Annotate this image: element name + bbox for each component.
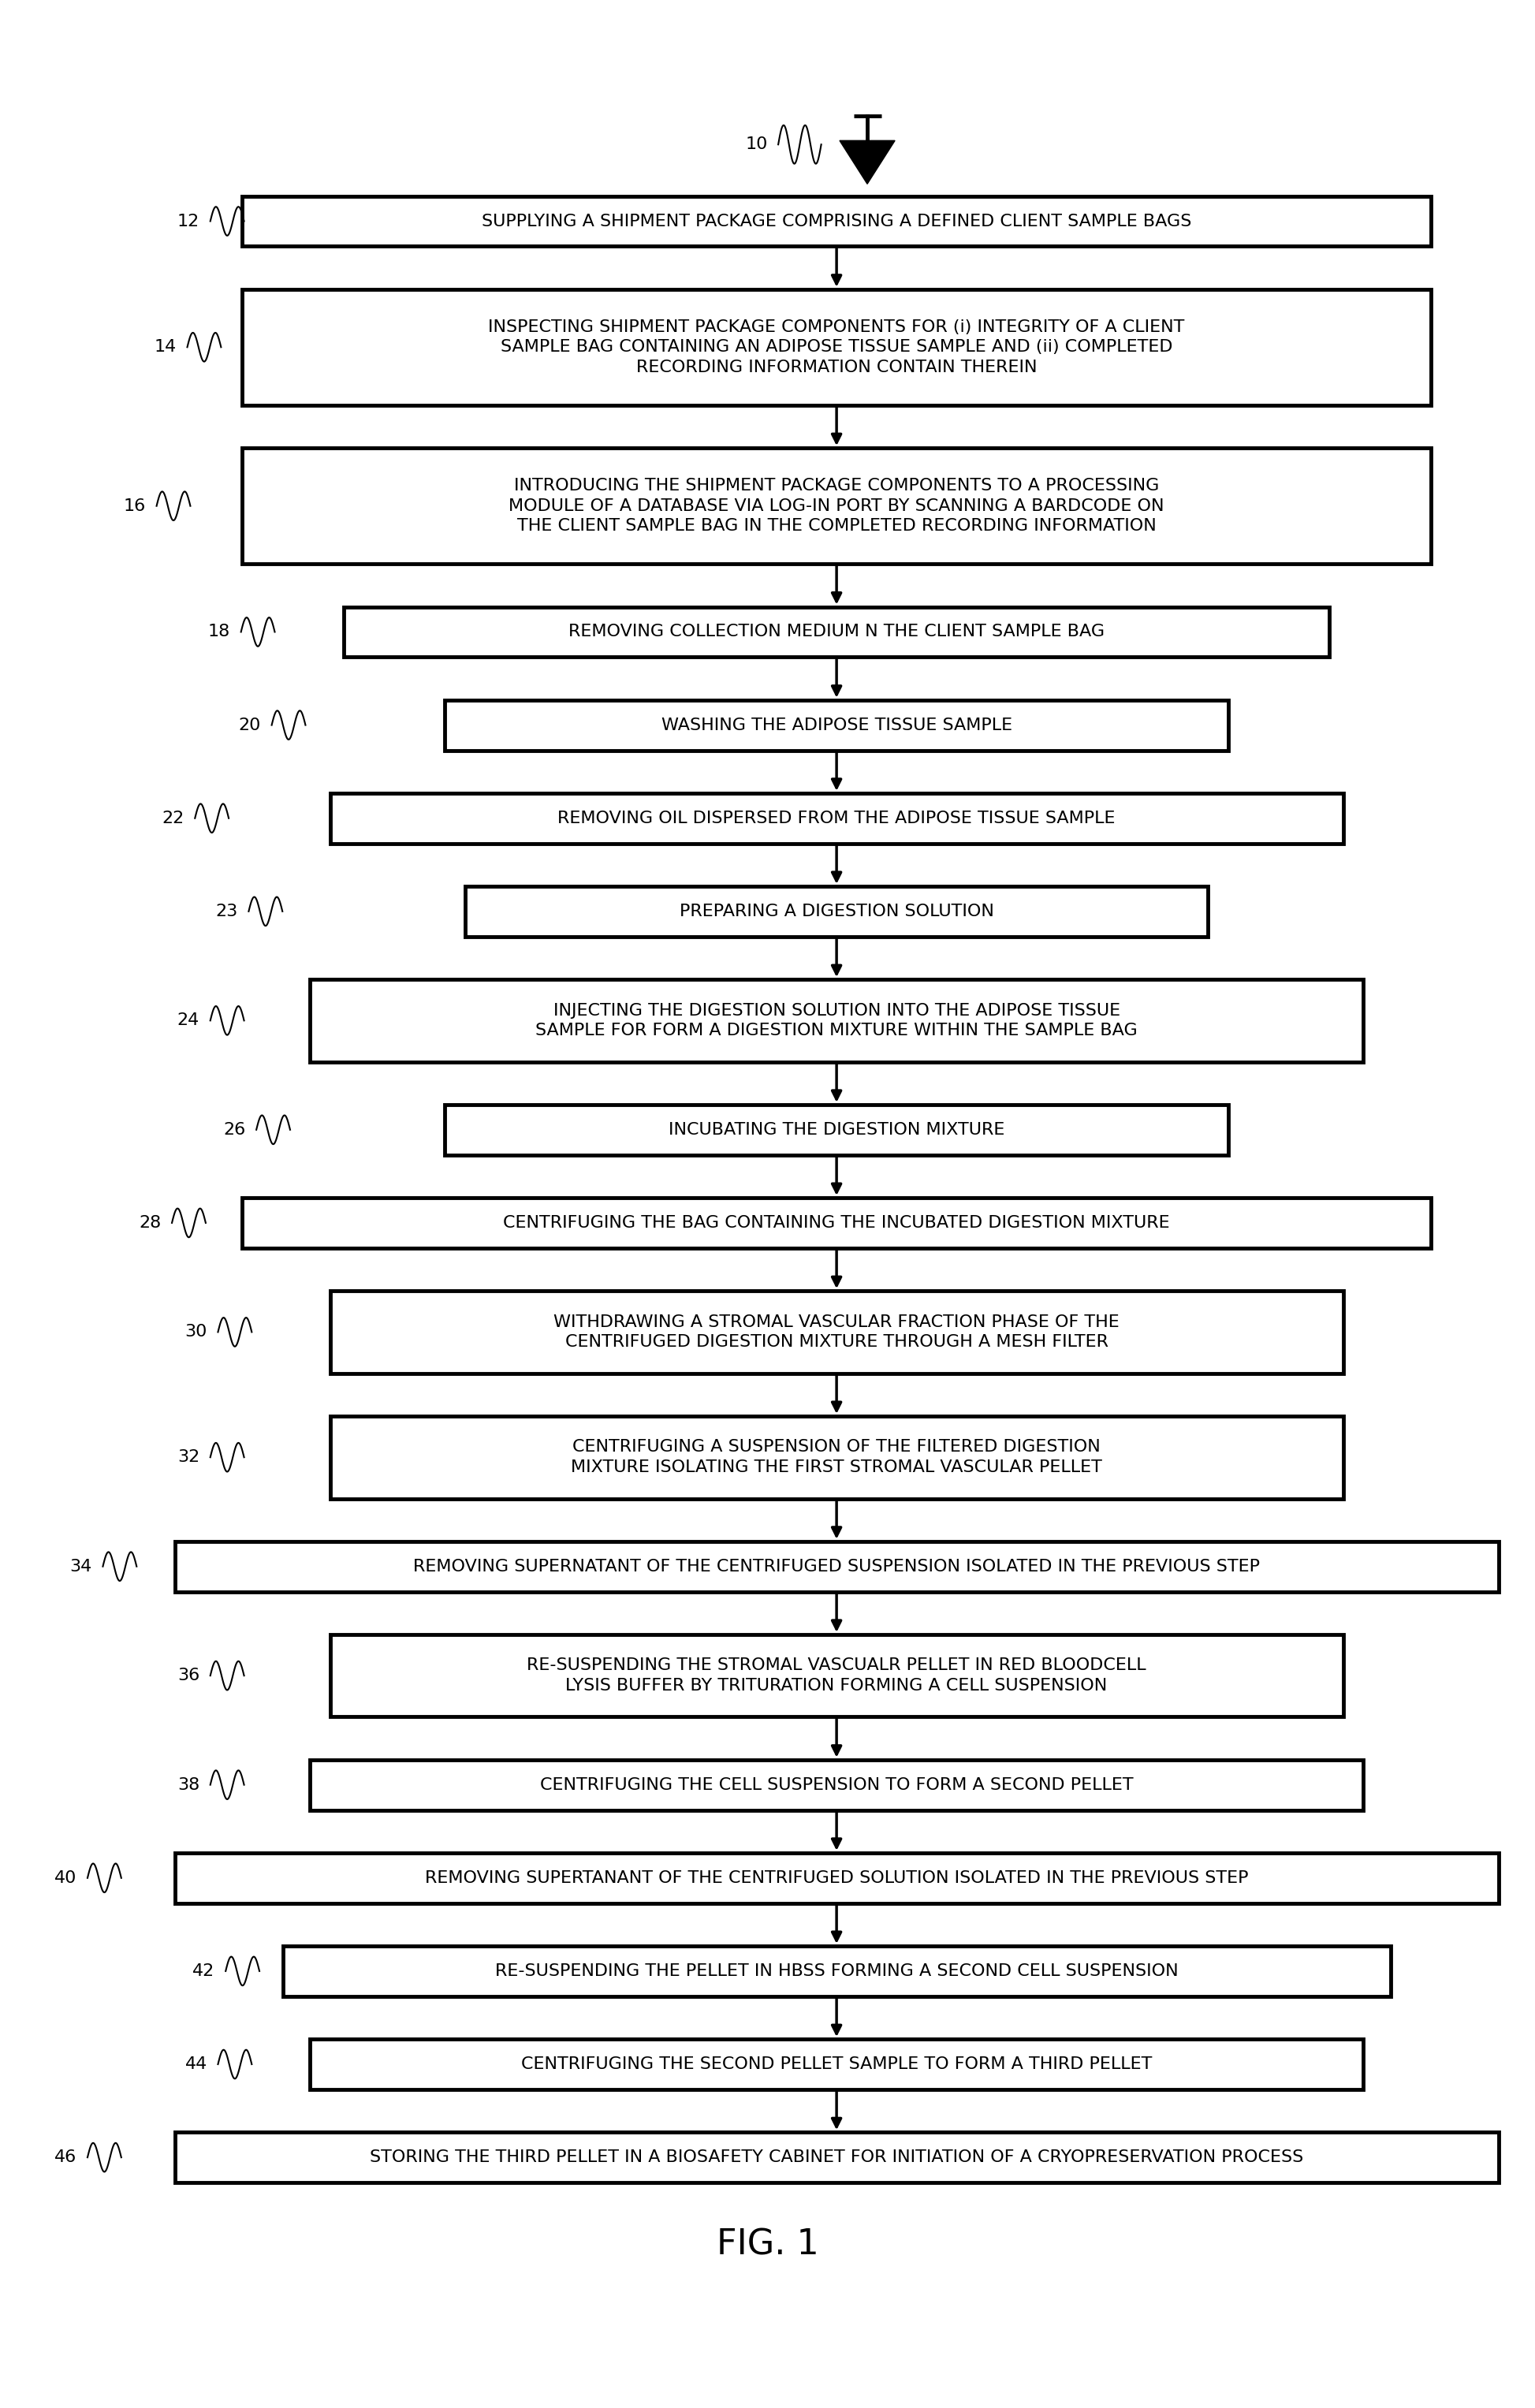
Bar <box>243 195 1431 246</box>
Text: 36: 36 <box>177 1669 200 1683</box>
Bar <box>330 1416 1343 1498</box>
Bar <box>310 1760 1363 1811</box>
Bar <box>282 1946 1391 1996</box>
Text: 24: 24 <box>177 1014 200 1028</box>
Text: SUPPLYING A SHIPMENT PACKAGE COMPRISING A DEFINED CLIENT SAMPLE BAGS: SUPPLYING A SHIPMENT PACKAGE COMPRISING … <box>482 214 1191 229</box>
Bar <box>330 792 1343 843</box>
Bar <box>175 1541 1498 1592</box>
Text: 26: 26 <box>223 1122 246 1137</box>
Text: PREPARING A DIGESTION SOLUTION: PREPARING A DIGESTION SOLUTION <box>680 903 993 920</box>
Text: INJECTING THE DIGESTION SOLUTION INTO THE ADIPOSE TISSUE
SAMPLE FOR FORM A DIGES: INJECTING THE DIGESTION SOLUTION INTO TH… <box>536 1002 1137 1038</box>
Text: 20: 20 <box>238 718 261 732</box>
Polygon shape <box>840 140 895 183</box>
Text: 14: 14 <box>154 340 177 354</box>
Bar <box>330 1291 1343 1373</box>
Bar <box>310 2040 1363 2090</box>
Text: 23: 23 <box>215 903 238 920</box>
Text: WITHDRAWING A STROMAL VASCULAR FRACTION PHASE OF THE
CENTRIFUGED DIGESTION MIXTU: WITHDRAWING A STROMAL VASCULAR FRACTION … <box>554 1315 1119 1351</box>
Text: 44: 44 <box>184 2056 207 2073</box>
Text: CENTRIFUGING THE CELL SUSPENSION TO FORM A SECOND PELLET: CENTRIFUGING THE CELL SUSPENSION TO FORM… <box>540 1777 1133 1792</box>
Bar <box>175 2131 1498 2182</box>
Bar <box>344 607 1329 657</box>
Text: 38: 38 <box>177 1777 200 1792</box>
Text: WASHING THE ADIPOSE TISSUE SAMPLE: WASHING THE ADIPOSE TISSUE SAMPLE <box>662 718 1012 732</box>
Text: REMOVING SUPERNATANT OF THE CENTRIFUGED SUSPENSION ISOLATED IN THE PREVIOUS STEP: REMOVING SUPERNATANT OF THE CENTRIFUGED … <box>413 1558 1260 1575</box>
Text: RE-SUSPENDING THE STROMAL VASCUALR PELLET IN RED BLOODCELL
LYSIS BUFFER BY TRITU: RE-SUSPENDING THE STROMAL VASCUALR PELLE… <box>527 1657 1147 1693</box>
Bar <box>465 886 1208 937</box>
Text: CENTRIFUGING THE BAG CONTAINING THE INCUBATED DIGESTION MIXTURE: CENTRIFUGING THE BAG CONTAINING THE INCU… <box>503 1216 1170 1230</box>
Text: 40: 40 <box>54 1871 77 1885</box>
Text: INTRODUCING THE SHIPMENT PACKAGE COMPONENTS TO A PROCESSING
MODULE OF A DATABASE: INTRODUCING THE SHIPMENT PACKAGE COMPONE… <box>508 477 1165 535</box>
Text: 34: 34 <box>69 1558 92 1575</box>
Text: 22: 22 <box>161 811 184 826</box>
Text: 16: 16 <box>123 498 146 513</box>
Bar <box>310 980 1363 1062</box>
Text: STORING THE THIRD PELLET IN A BIOSAFETY CABINET FOR INITIATION OF A CRYOPRESERVA: STORING THE THIRD PELLET IN A BIOSAFETY … <box>370 2150 1303 2165</box>
Text: CENTRIFUGING THE SECOND PELLET SAMPLE TO FORM A THIRD PELLET: CENTRIFUGING THE SECOND PELLET SAMPLE TO… <box>520 2056 1153 2073</box>
Text: 10: 10 <box>744 137 768 152</box>
Bar <box>445 701 1228 751</box>
Text: INCUBATING THE DIGESTION MIXTURE: INCUBATING THE DIGESTION MIXTURE <box>669 1122 1004 1137</box>
Text: INSPECTING SHIPMENT PACKAGE COMPONENTS FOR (i) INTEGRITY OF A CLIENT
SAMPLE BAG : INSPECTING SHIPMENT PACKAGE COMPONENTS F… <box>488 320 1185 376</box>
Text: 12: 12 <box>177 214 200 229</box>
Text: REMOVING SUPERTANANT OF THE CENTRIFUGED SOLUTION ISOLATED IN THE PREVIOUS STEP: REMOVING SUPERTANANT OF THE CENTRIFUGED … <box>425 1871 1248 1885</box>
Text: 42: 42 <box>192 1963 215 1979</box>
Text: 46: 46 <box>54 2150 77 2165</box>
Bar <box>243 1197 1431 1247</box>
Bar <box>330 1635 1343 1717</box>
Bar <box>243 448 1431 563</box>
Text: RE-SUSPENDING THE PELLET IN HBSS FORMING A SECOND CELL SUSPENSION: RE-SUSPENDING THE PELLET IN HBSS FORMING… <box>494 1963 1179 1979</box>
Text: 30: 30 <box>184 1324 207 1339</box>
Text: 18: 18 <box>207 624 230 641</box>
Text: FIG. 1: FIG. 1 <box>717 2227 818 2261</box>
Bar <box>445 1105 1228 1156</box>
Text: 32: 32 <box>177 1450 200 1464</box>
Text: REMOVING COLLECTION MEDIUM N THE CLIENT SAMPLE BAG: REMOVING COLLECTION MEDIUM N THE CLIENT … <box>568 624 1105 641</box>
Text: REMOVING OIL DISPERSED FROM THE ADIPOSE TISSUE SAMPLE: REMOVING OIL DISPERSED FROM THE ADIPOSE … <box>557 811 1116 826</box>
Text: CENTRIFUGING A SUSPENSION OF THE FILTERED DIGESTION
MIXTURE ISOLATING THE FIRST : CENTRIFUGING A SUSPENSION OF THE FILTERE… <box>571 1440 1102 1476</box>
Bar <box>175 1852 1498 1902</box>
Text: 28: 28 <box>138 1216 161 1230</box>
Bar <box>243 289 1431 405</box>
